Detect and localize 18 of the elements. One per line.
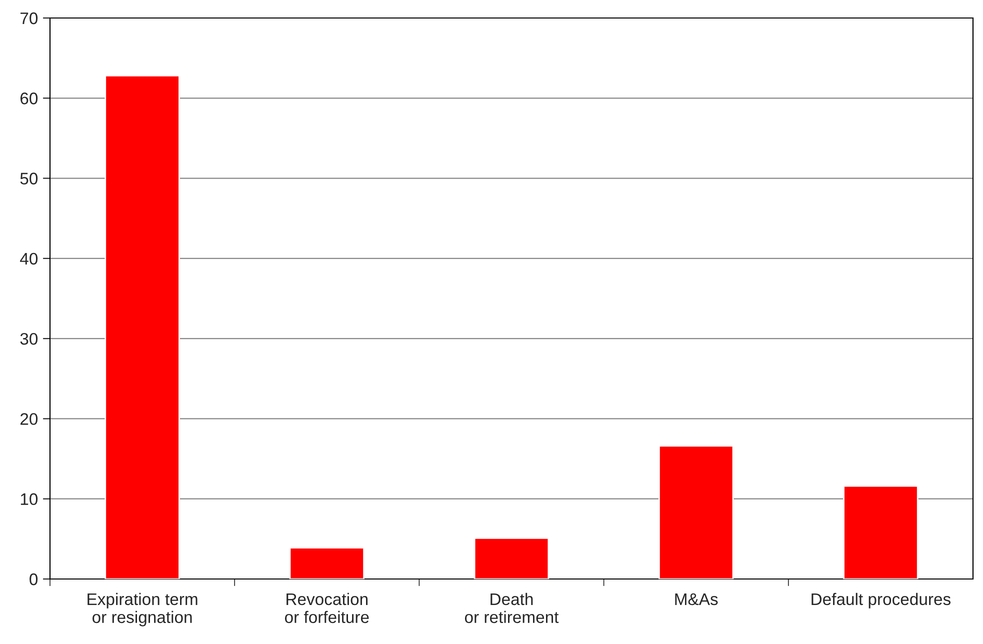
x-tick-label: Death or retirement	[464, 592, 559, 624]
bar	[104, 75, 180, 579]
x-tick-label: Revocation or forfeiture	[284, 592, 369, 624]
x-tick-label: M&As	[675, 593, 718, 606]
x-tick-label: Default procedures	[812, 592, 951, 608]
y-tick-label: 60	[20, 92, 38, 104]
bar	[843, 485, 918, 579]
y-tick-label: 0	[30, 573, 38, 586]
y-tick-label: 10	[20, 493, 38, 506]
bar	[658, 445, 734, 579]
x-tick-label: Expiration term or resignation	[88, 592, 198, 626]
y-tick-label: 40	[20, 252, 38, 265]
y-tick-label: 30	[20, 332, 38, 345]
y-tick-label: 70	[20, 12, 38, 24]
y-tick-label: 50	[20, 172, 38, 184]
bar	[289, 547, 365, 579]
y-tick-label: 20	[20, 413, 38, 425]
bar	[474, 537, 550, 579]
